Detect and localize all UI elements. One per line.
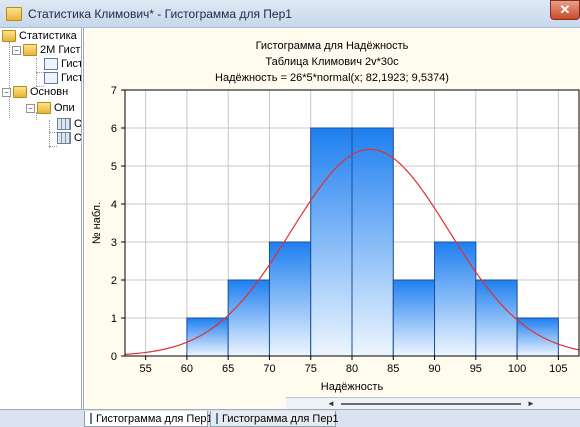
- tab-label: Гистограмма для Пер1: [96, 412, 213, 425]
- folder-open-icon: [2, 30, 16, 42]
- histogram-chart: Гистограмма для Надёжность Таблица Климов…: [91, 40, 580, 393]
- spreadsheet-icon: [57, 118, 71, 130]
- tab-histogram-1[interactable]: Гистограмма для Пер1: [84, 411, 213, 427]
- histogram-bar: [516, 317, 559, 357]
- scroll-right-icon[interactable]: ►: [527, 399, 535, 408]
- histogram-doc-icon: [44, 58, 58, 70]
- tab-histogram-2[interactable]: Гистограмма для Пер1: [210, 411, 339, 427]
- histogram-bar: [186, 317, 229, 357]
- workbook-tree: Статистика − 2М Гист Гист Гист − Основн …: [0, 28, 82, 409]
- chart-title: Гистограмма для Надёжность: [256, 40, 409, 52]
- x-tick-label: 65: [222, 363, 234, 375]
- x-tick-label: 105: [549, 363, 567, 375]
- normal-fit-curve: [124, 148, 580, 355]
- tree-item-label: Опи: [54, 102, 75, 114]
- y-tick-label: 2: [111, 275, 117, 287]
- histogram-bar: [434, 241, 477, 357]
- histogram-bar: [475, 279, 518, 357]
- collapse-toggle[interactable]: −: [26, 103, 35, 113]
- histogram-doc-icon: [44, 72, 58, 84]
- scroll-track[interactable]: [341, 403, 521, 405]
- histogram-bar: [392, 279, 436, 357]
- x-tick-label: 70: [263, 363, 275, 375]
- folder-open-icon: [13, 86, 27, 98]
- x-tick-label: 85: [387, 363, 399, 375]
- tree-item-descr[interactable]: − Опи: [26, 100, 75, 116]
- chart-formula: Надёжность = 26*5*normal(x; 82,1923; 9,5…: [215, 72, 449, 84]
- graph-window: Гистограмма для Надёжность Таблица Климов…: [83, 28, 580, 409]
- x-tick-label: 95: [470, 363, 482, 375]
- y-tick-label: 0: [111, 351, 117, 363]
- tree-item-label: Гист: [61, 72, 82, 84]
- chart-subtitle: Таблица Климович 2v*30c: [265, 56, 399, 68]
- y-tick-label: 1: [111, 313, 117, 325]
- tree-item-label: Основн: [30, 86, 69, 98]
- histogram-doc-icon: [90, 413, 92, 424]
- tree-item-hist-2[interactable]: Гист: [44, 70, 82, 86]
- y-tick-label: 6: [111, 123, 117, 135]
- folder-open-icon: [37, 102, 51, 114]
- x-tick-label: 90: [428, 363, 440, 375]
- histogram-doc-icon: [216, 413, 218, 424]
- histogram-bar: [351, 127, 394, 357]
- tree-item-label: Гист: [61, 58, 82, 70]
- x-tick-label: 75: [305, 363, 317, 375]
- title-bar: Статистика Климович* - Гистограмма для П…: [0, 0, 580, 28]
- tree-item-statistics[interactable]: Статистика: [2, 28, 77, 44]
- y-tick-label: 3: [111, 237, 117, 249]
- tree-item-label: О: [74, 118, 82, 130]
- tree-item-label: 2М Гист: [40, 44, 81, 56]
- tree-item-label: О: [74, 132, 82, 144]
- y-tick-label: 7: [111, 85, 117, 97]
- histogram-bar: [227, 279, 270, 357]
- close-button[interactable]: ✕: [550, 0, 580, 20]
- tree-item-table-1[interactable]: О: [57, 116, 82, 132]
- collapse-toggle[interactable]: −: [2, 87, 11, 97]
- tree-item-hist-1[interactable]: Гист: [44, 56, 82, 72]
- tree-item-table-2[interactable]: О: [57, 130, 82, 146]
- x-axis-label: Надёжность: [321, 381, 384, 393]
- spreadsheet-icon: [57, 132, 71, 144]
- tree-item-label: Статистика: [19, 30, 77, 42]
- tab-label: Гистограмма для Пер1: [222, 412, 339, 425]
- x-tick-label: 55: [140, 363, 152, 375]
- histogram-bar: [268, 241, 312, 357]
- y-tick-label: 4: [111, 199, 117, 211]
- y-axis-label: № набл.: [91, 202, 103, 244]
- x-tick-label: 100: [508, 363, 526, 375]
- scroll-left-icon[interactable]: ◄: [327, 399, 335, 408]
- window-title: Статистика Климович* - Гистограмма для П…: [28, 6, 292, 21]
- graph-scrollbar[interactable]: ◄ ►: [286, 397, 580, 409]
- histogram-bar: [310, 127, 353, 357]
- tree-item-basic[interactable]: − Основн: [2, 84, 68, 100]
- x-tick-label: 80: [346, 363, 358, 375]
- y-tick-label: 5: [111, 161, 117, 173]
- x-tick-label: 60: [181, 363, 193, 375]
- tab-bar: Гистограмма для Пер1 Гистограмма для Пер…: [0, 409, 580, 427]
- tree-item-2m-hist[interactable]: − 2М Гист: [12, 42, 80, 58]
- folder-open-icon: [23, 44, 37, 56]
- app-folder-icon: [6, 6, 22, 21]
- collapse-toggle[interactable]: −: [12, 45, 21, 55]
